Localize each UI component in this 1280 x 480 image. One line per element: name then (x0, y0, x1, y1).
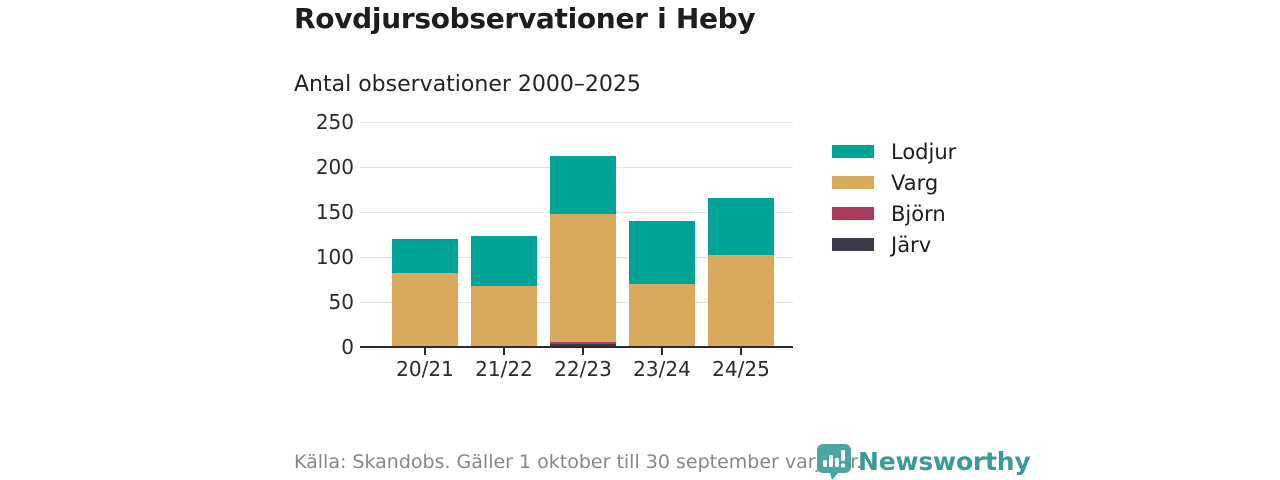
gridline-250 (360, 121, 793, 123)
bar-segment-lodjur-21-22 (471, 236, 537, 286)
y-tick-label: 50 (328, 290, 354, 314)
plot-area (360, 121, 793, 348)
newsworthy-logo-icon (817, 444, 851, 480)
x-tick (424, 348, 426, 355)
bar-segment-varg-20-21 (392, 273, 458, 347)
y-tick-label: 100 (315, 245, 354, 269)
legend-swatch-järv (832, 238, 874, 251)
bar-segment-varg-24-25 (708, 255, 774, 347)
y-tick-label: 0 (341, 335, 354, 359)
legend: Lodjur Varg Björn Järv (832, 136, 956, 260)
bar-segment-varg-22-23 (550, 213, 616, 342)
chart-subtitle: Antal observationer 2000–2025 (294, 72, 641, 97)
x-tick-label: 20/21 (396, 357, 454, 381)
y-tick-label: 150 (315, 200, 354, 224)
newsworthy-wordmark: Newsworthy (858, 447, 1031, 476)
legend-label: Lodjur (891, 139, 957, 164)
y-tick-label: 250 (315, 110, 354, 134)
x-tick (503, 348, 505, 355)
bar-segment-lodjur-22-23 (550, 156, 616, 214)
legend-label: Järv (891, 232, 932, 257)
x-tick-label: 24/25 (712, 357, 770, 381)
legend-swatch-varg (832, 176, 874, 189)
x-tick (582, 348, 584, 355)
x-tick-label: 23/24 (633, 357, 691, 381)
x-axis-line (360, 346, 793, 348)
bar-segment-varg-21-22 (471, 285, 537, 347)
x-tick-label: 21/22 (475, 357, 533, 381)
x-tick (740, 348, 742, 355)
bar-segment-lodjur-20-21 (392, 239, 458, 274)
bar-segment-lodjur-24-25 (708, 197, 774, 256)
legend-item-järv: Järv (832, 229, 956, 260)
legend-swatch-björn (832, 207, 874, 220)
legend-label: Björn (891, 201, 946, 226)
newsworthy-brand: Newsworthy (815, 443, 1031, 480)
bar-segment-järv-22-23 (550, 344, 616, 347)
legend-label: Varg (891, 170, 939, 195)
bar-segment-björn-22-23 (550, 341, 616, 345)
legend-item-lodjur: Lodjur (832, 136, 956, 167)
chart-title: Rovdjursobservationer i Heby (294, 2, 756, 35)
x-tick-label: 22/23 (554, 357, 612, 381)
legend-item-varg: Varg (832, 167, 956, 198)
y-tick-label: 200 (315, 155, 354, 179)
legend-swatch-lodjur (832, 145, 874, 158)
bar-segment-lodjur-23-24 (629, 221, 695, 284)
bar-segment-varg-23-24 (629, 284, 695, 347)
x-tick (661, 348, 663, 355)
source-note: Källa: Skandobs. Gäller 1 oktober till 3… (294, 451, 863, 473)
legend-item-björn: Björn (832, 198, 956, 229)
